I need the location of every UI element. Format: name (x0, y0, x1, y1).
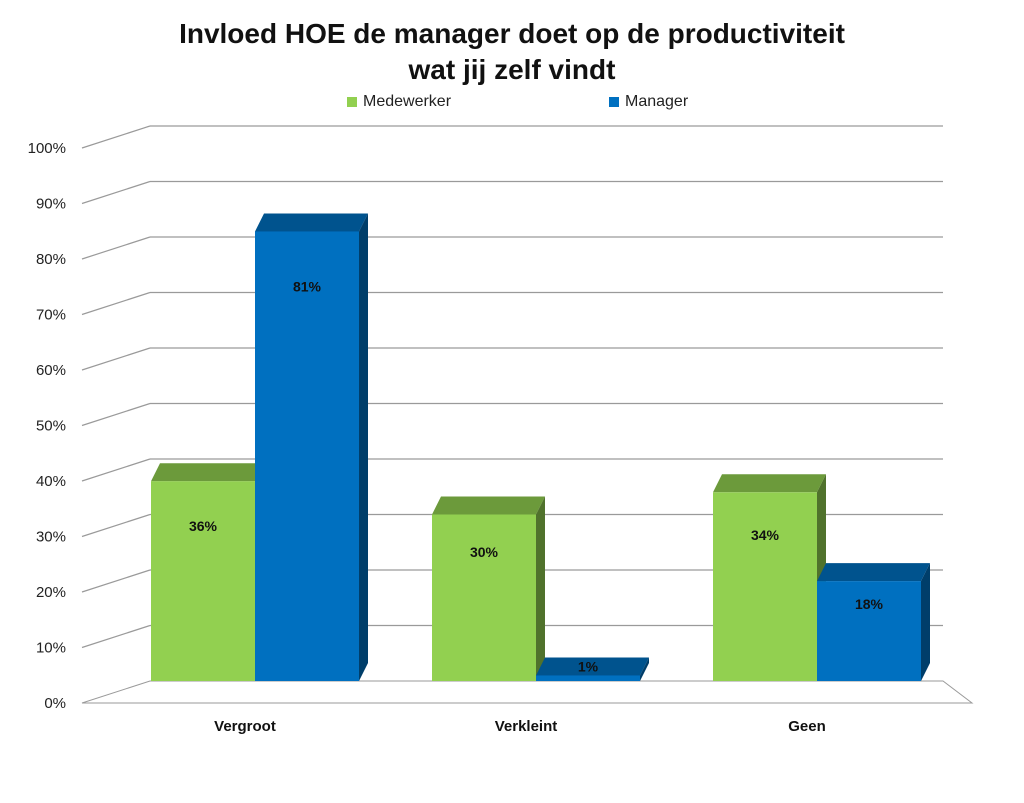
y-tick-label: 80% (36, 251, 66, 268)
y-tick-label: 20% (36, 584, 66, 601)
gridline-side (81, 236, 151, 260)
category-label: Vergroot (214, 718, 276, 735)
data-label-medewerker: 34% (751, 527, 780, 543)
data-label-medewerker: 36% (189, 518, 218, 534)
gridline-side (81, 569, 151, 593)
legend-item-manager: Manager (609, 93, 688, 111)
legend-label-manager: Manager (625, 93, 689, 110)
gridline-side (81, 125, 151, 149)
legend: Medewerker Manager (0, 93, 1024, 115)
bar-manager (255, 231, 359, 681)
legend-swatch-manager (609, 97, 619, 107)
bar-top-medewerker (151, 463, 264, 482)
bar-top-manager (255, 213, 368, 232)
data-label-medewerker: 30% (470, 544, 499, 560)
bar-side-manager (359, 213, 368, 681)
y-tick-label: 30% (36, 529, 66, 546)
legend-swatch-medewerker (347, 97, 357, 107)
y-tick-label: 90% (36, 196, 66, 213)
y-tick-label: 70% (36, 307, 66, 324)
y-tick-label: 40% (36, 473, 66, 490)
bar-medewerker (151, 481, 255, 681)
chart-title: Invloed HOE de manager doet op de produc… (179, 18, 845, 85)
data-label-manager: 18% (855, 596, 884, 612)
bar-side-manager (921, 563, 930, 681)
bar-side-medewerker (536, 496, 545, 681)
data-label-manager: 1% (578, 658, 599, 674)
bar-top-medewerker (713, 474, 826, 493)
category-label: Geen (788, 718, 826, 735)
gridline-side (81, 291, 151, 316)
chart-floor (81, 680, 974, 704)
y-tick-label: 0% (44, 695, 66, 712)
category-label: Verkleint (495, 718, 558, 735)
gridline-side (81, 180, 151, 205)
gridline-side (81, 513, 151, 538)
bar-manager (536, 675, 640, 681)
gridline-side (81, 402, 151, 427)
gridline-side (81, 347, 151, 371)
gridline-side (81, 458, 151, 482)
legend-label-medewerker: Medewerker (363, 93, 452, 110)
bar-manager (817, 581, 921, 681)
legend-item-medewerker: Medewerker (347, 93, 451, 111)
y-tick-label: 50% (36, 418, 66, 435)
y-tick-label: 100% (28, 140, 66, 157)
bar-top-medewerker (432, 496, 545, 515)
bar-side-manager (640, 657, 649, 681)
bar-top-manager (817, 563, 930, 582)
y-tick-label: 60% (36, 362, 66, 379)
bar-top-manager (536, 657, 649, 676)
data-label-manager: 81% (293, 278, 322, 294)
y-tick-label: 10% (36, 640, 66, 657)
bar-medewerker (713, 492, 817, 681)
gridline-side (81, 624, 151, 649)
bar-medewerker (432, 514, 536, 681)
